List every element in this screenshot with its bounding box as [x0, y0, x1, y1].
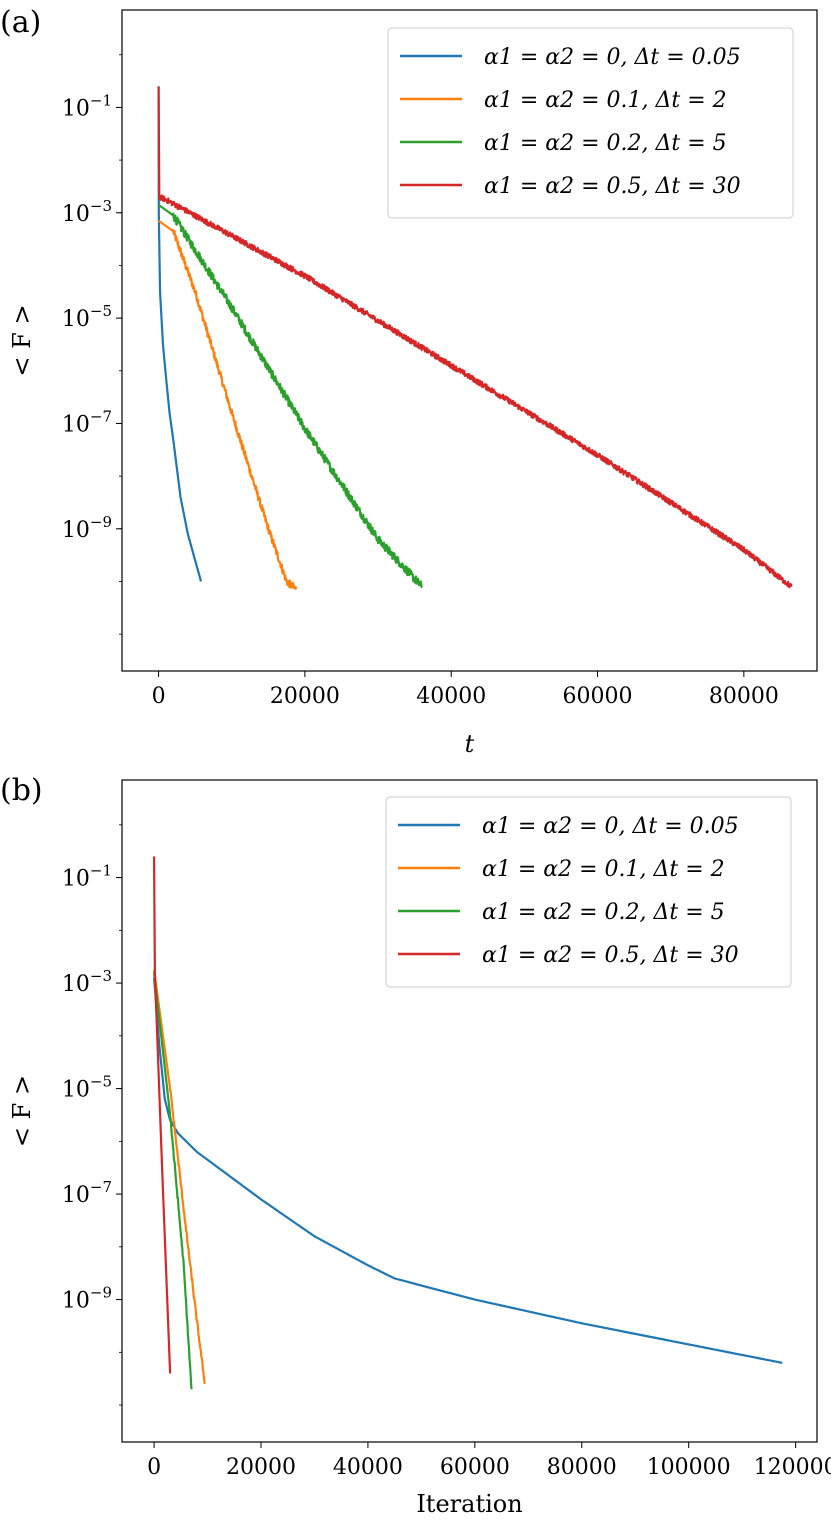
legend-entry: α1 = α2 = 0.5, Δt = 30: [482, 943, 739, 968]
legend-entry: α1 = α2 = 0.5, Δt = 30: [484, 174, 741, 199]
x-axis-label: Iteration: [416, 1490, 522, 1518]
x-tick-label: 40000: [333, 1455, 403, 1480]
plot-frame: [121, 779, 818, 1443]
y-axis-label: < F >: [8, 304, 36, 376]
y-tick-label: 10−9: [62, 1284, 112, 1314]
x-axis-label: t: [465, 730, 475, 758]
y-tick-label: 10−3: [62, 197, 112, 227]
series-line-1: [152, 969, 206, 1385]
x-tick-label: 60000: [563, 684, 633, 709]
legend: α1 = α2 = 0, Δt = 0.05 α1 = α2 = 0.1, Δt …: [387, 27, 794, 219]
series-line-3: [157, 86, 793, 589]
chart-panel-a: (a) 0 20000 40000 60000 80000 10−1 10−3 10−5 10−7…: [0, 5, 818, 758]
y-axis-label: < F >: [8, 1075, 36, 1147]
plot-frame: [121, 9, 818, 672]
x-tick-label: 120000: [754, 1455, 831, 1480]
x-tick-label: 40000: [416, 684, 486, 709]
y-tick-label: 10−1: [62, 862, 112, 892]
chart-panel-b: (b) 0 20000 40000 60000 80000 100000 120000 10−1…: [0, 773, 831, 1518]
series-line-2: [157, 203, 423, 589]
panel-label: (a): [0, 5, 41, 40]
legend-box: [385, 796, 792, 988]
series-line-3: [152, 856, 172, 1374]
y-tick-label: 10−1: [62, 91, 112, 121]
y-tick-label: 10−5: [62, 1073, 112, 1103]
legend-entry: α1 = α2 = 0.2, Δt = 5: [482, 900, 725, 925]
x-tick-label: 60000: [440, 1455, 510, 1480]
y-tick-label: 10−9: [62, 513, 112, 543]
x-tick-label: 0: [152, 684, 166, 709]
series-group: [157, 86, 793, 590]
series-line-0: [152, 977, 783, 1364]
legend-entry: α1 = α2 = 0.1, Δt = 2: [482, 857, 725, 882]
x-tick-label: 80000: [547, 1455, 617, 1480]
y-tick-label: 10−3: [62, 967, 112, 997]
y-tick-label: 10−7: [62, 1178, 112, 1208]
legend-entry: α1 = α2 = 0, Δt = 0.05: [482, 814, 739, 839]
x-tick-label: 100000: [647, 1455, 731, 1480]
series-line-1: [157, 219, 298, 590]
series-line-0: [157, 86, 203, 582]
series-line-2: [152, 972, 193, 1390]
x-tick-label: 0: [147, 1455, 161, 1480]
x-tick-label: 20000: [270, 684, 340, 709]
x-tick-label: 80000: [709, 684, 779, 709]
legend-entry: α1 = α2 = 0.1, Δt = 2: [484, 88, 727, 113]
x-tick-label: 20000: [226, 1455, 296, 1480]
legend-box: [387, 27, 794, 219]
series-group: [152, 856, 783, 1390]
y-tick-label: 10−7: [62, 407, 112, 437]
legend-entry: α1 = α2 = 0.2, Δt = 5: [484, 131, 727, 156]
y-tick-label: 10−5: [62, 302, 112, 332]
panel-label: (b): [0, 773, 43, 808]
legend: α1 = α2 = 0, Δt = 0.05 α1 = α2 = 0.1, Δt …: [385, 796, 792, 988]
legend-entry: α1 = α2 = 0, Δt = 0.05: [484, 45, 741, 70]
